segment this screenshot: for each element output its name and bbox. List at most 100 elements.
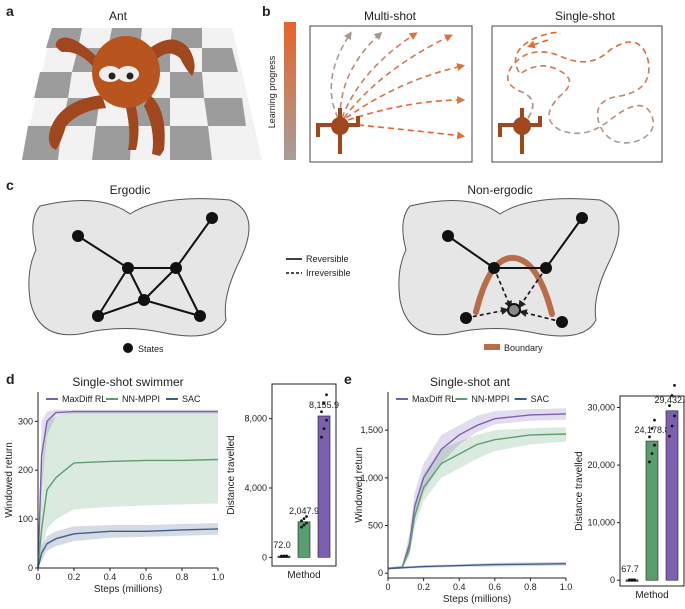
x-tick-label: 0.4 bbox=[104, 572, 117, 582]
y-axis-label: Distance travelled bbox=[226, 435, 237, 514]
single-shot-box bbox=[491, 25, 663, 163]
bar-point-1 bbox=[305, 515, 308, 518]
bar-point-1 bbox=[302, 523, 306, 527]
panel-c-label: c bbox=[6, 177, 14, 193]
multi-shot-box bbox=[309, 25, 473, 163]
nonergodic-states bbox=[442, 212, 588, 328]
bar-point-2 bbox=[670, 394, 674, 397]
bar-point-2 bbox=[325, 393, 328, 397]
irreversible-legend-label: Irreversible bbox=[306, 268, 351, 278]
states-legend-label: States bbox=[138, 344, 164, 354]
legend-label: SAC bbox=[531, 394, 550, 404]
y-tick-label: 100 bbox=[18, 514, 33, 524]
swimmer-return-chart: 0 0.2 0.4 0.6 0.8 1.0 0 100 200 300 Steps (million… bbox=[4, 392, 224, 595]
y-tick-label: 30,000 bbox=[587, 403, 615, 413]
bar-point-2 bbox=[325, 418, 328, 422]
reversible-legend-label: Reversible bbox=[306, 254, 349, 264]
legend-label: SAC bbox=[182, 394, 201, 404]
bar-value-label: 67.7 bbox=[621, 564, 639, 574]
bar-point-0 bbox=[280, 554, 283, 558]
bar-point-1 bbox=[648, 435, 651, 439]
bar-point-2 bbox=[320, 435, 323, 439]
panel-b-label: b bbox=[262, 3, 271, 19]
bar-value-label: 2,047.9 bbox=[289, 506, 319, 516]
bar-value-label: 24,178.8 bbox=[634, 425, 669, 435]
y-tick-label: 4,000 bbox=[244, 483, 267, 493]
bar-point-1 bbox=[650, 427, 654, 430]
x-tick-label: 0.6 bbox=[140, 572, 153, 582]
x-tick-label: 0 bbox=[385, 582, 390, 592]
x-tick-label: 1.0 bbox=[560, 582, 573, 592]
bar-frame bbox=[619, 395, 685, 587]
legend-label: NN-MPPI bbox=[471, 394, 509, 404]
x-tick-label: 0.8 bbox=[176, 572, 189, 582]
bar-point-2 bbox=[673, 414, 676, 418]
y-axis-label: Distance travelled bbox=[574, 451, 585, 530]
bar-1 bbox=[645, 440, 659, 581]
series-line-0 bbox=[387, 413, 567, 570]
bar-point-1 bbox=[653, 443, 656, 447]
bar-point-1 bbox=[653, 418, 656, 422]
panel-a-label: a bbox=[6, 3, 14, 19]
states-legend-marker bbox=[123, 343, 133, 353]
bar-point-2 bbox=[670, 424, 674, 428]
y-tick-label: 0 bbox=[28, 563, 33, 573]
bar-point-2 bbox=[668, 404, 671, 408]
bar-frame bbox=[271, 383, 337, 567]
y-tick-label: 200 bbox=[18, 465, 33, 475]
x-tick-label: 0.8 bbox=[524, 582, 537, 592]
multi-shot-robot bbox=[316, 108, 360, 154]
bar-point-2 bbox=[320, 410, 323, 414]
y-tick-label: 8,000 bbox=[244, 414, 267, 424]
bar-point-0 bbox=[628, 578, 631, 582]
ant-robot-illustration bbox=[48, 36, 195, 156]
bar-point-2 bbox=[322, 427, 326, 431]
edge-legend bbox=[286, 258, 302, 274]
learning-progress-label: Learning progress bbox=[267, 55, 277, 128]
y-tick-label: 20,000 bbox=[587, 460, 615, 470]
y-tick-label: 10,000 bbox=[587, 518, 615, 528]
bar-point-2 bbox=[673, 383, 676, 387]
nonergodic-graph bbox=[447, 217, 583, 269]
x-tick-label: 0.6 bbox=[489, 582, 502, 592]
bar-point-1 bbox=[650, 452, 654, 455]
bar-point-1 bbox=[300, 525, 303, 529]
learning-progress-gradient-bar bbox=[284, 22, 296, 160]
x-tick-label: 0.2 bbox=[417, 582, 430, 592]
bar-point-1 bbox=[300, 519, 303, 523]
bar-point-2 bbox=[322, 401, 326, 405]
y-tick-label: 0 bbox=[378, 568, 383, 578]
legend-label: MaxDiff RL bbox=[412, 394, 456, 404]
legend-label: MaxDiff RL bbox=[62, 394, 106, 404]
y-axis-label: Windowed return bbox=[4, 442, 15, 518]
y-tick-label: 500 bbox=[368, 521, 383, 531]
swimmer-distance-chart: 72.0 2,047.9 8,155.9 0 4,000 8,000 Method Dista… bbox=[226, 383, 339, 581]
ergodic-states bbox=[72, 212, 218, 322]
series-band-1 bbox=[38, 412, 218, 568]
x-axis-label: Steps (millions) bbox=[443, 594, 511, 605]
bar-point-0 bbox=[630, 578, 634, 582]
series-line-1 bbox=[37, 458, 219, 569]
panel-d-label: d bbox=[6, 371, 15, 387]
boundary-legend-swatch bbox=[484, 344, 500, 350]
ant-distance-chart: 67.7 24,178.8 29,432.4 0 10,000 20,000 30,000 M… bbox=[574, 383, 685, 601]
bar-2 bbox=[665, 410, 679, 581]
panel-d-title: Single-shot swimmer bbox=[72, 375, 183, 389]
y-tick-label: 0 bbox=[610, 575, 615, 585]
x-tick-label: 0.4 bbox=[453, 582, 466, 592]
bar-point-1 bbox=[302, 517, 306, 521]
bar-2 bbox=[317, 415, 331, 558]
bar-value-label: 8,155.9 bbox=[309, 400, 339, 410]
x-tick-label: 1.0 bbox=[212, 572, 225, 582]
panel-e-title: Single-shot ant bbox=[430, 375, 511, 389]
series-line-1 bbox=[387, 433, 567, 570]
bar-point-0 bbox=[633, 578, 636, 582]
series-line-2 bbox=[387, 563, 567, 570]
y-tick-label: 1,500 bbox=[360, 425, 383, 435]
bar-1 bbox=[297, 521, 311, 558]
multi-shot-title: Multi-shot bbox=[364, 9, 417, 23]
bar-point-0 bbox=[282, 554, 286, 558]
y-tick-label: 300 bbox=[18, 416, 33, 426]
panel-a-title: Ant bbox=[109, 9, 128, 23]
